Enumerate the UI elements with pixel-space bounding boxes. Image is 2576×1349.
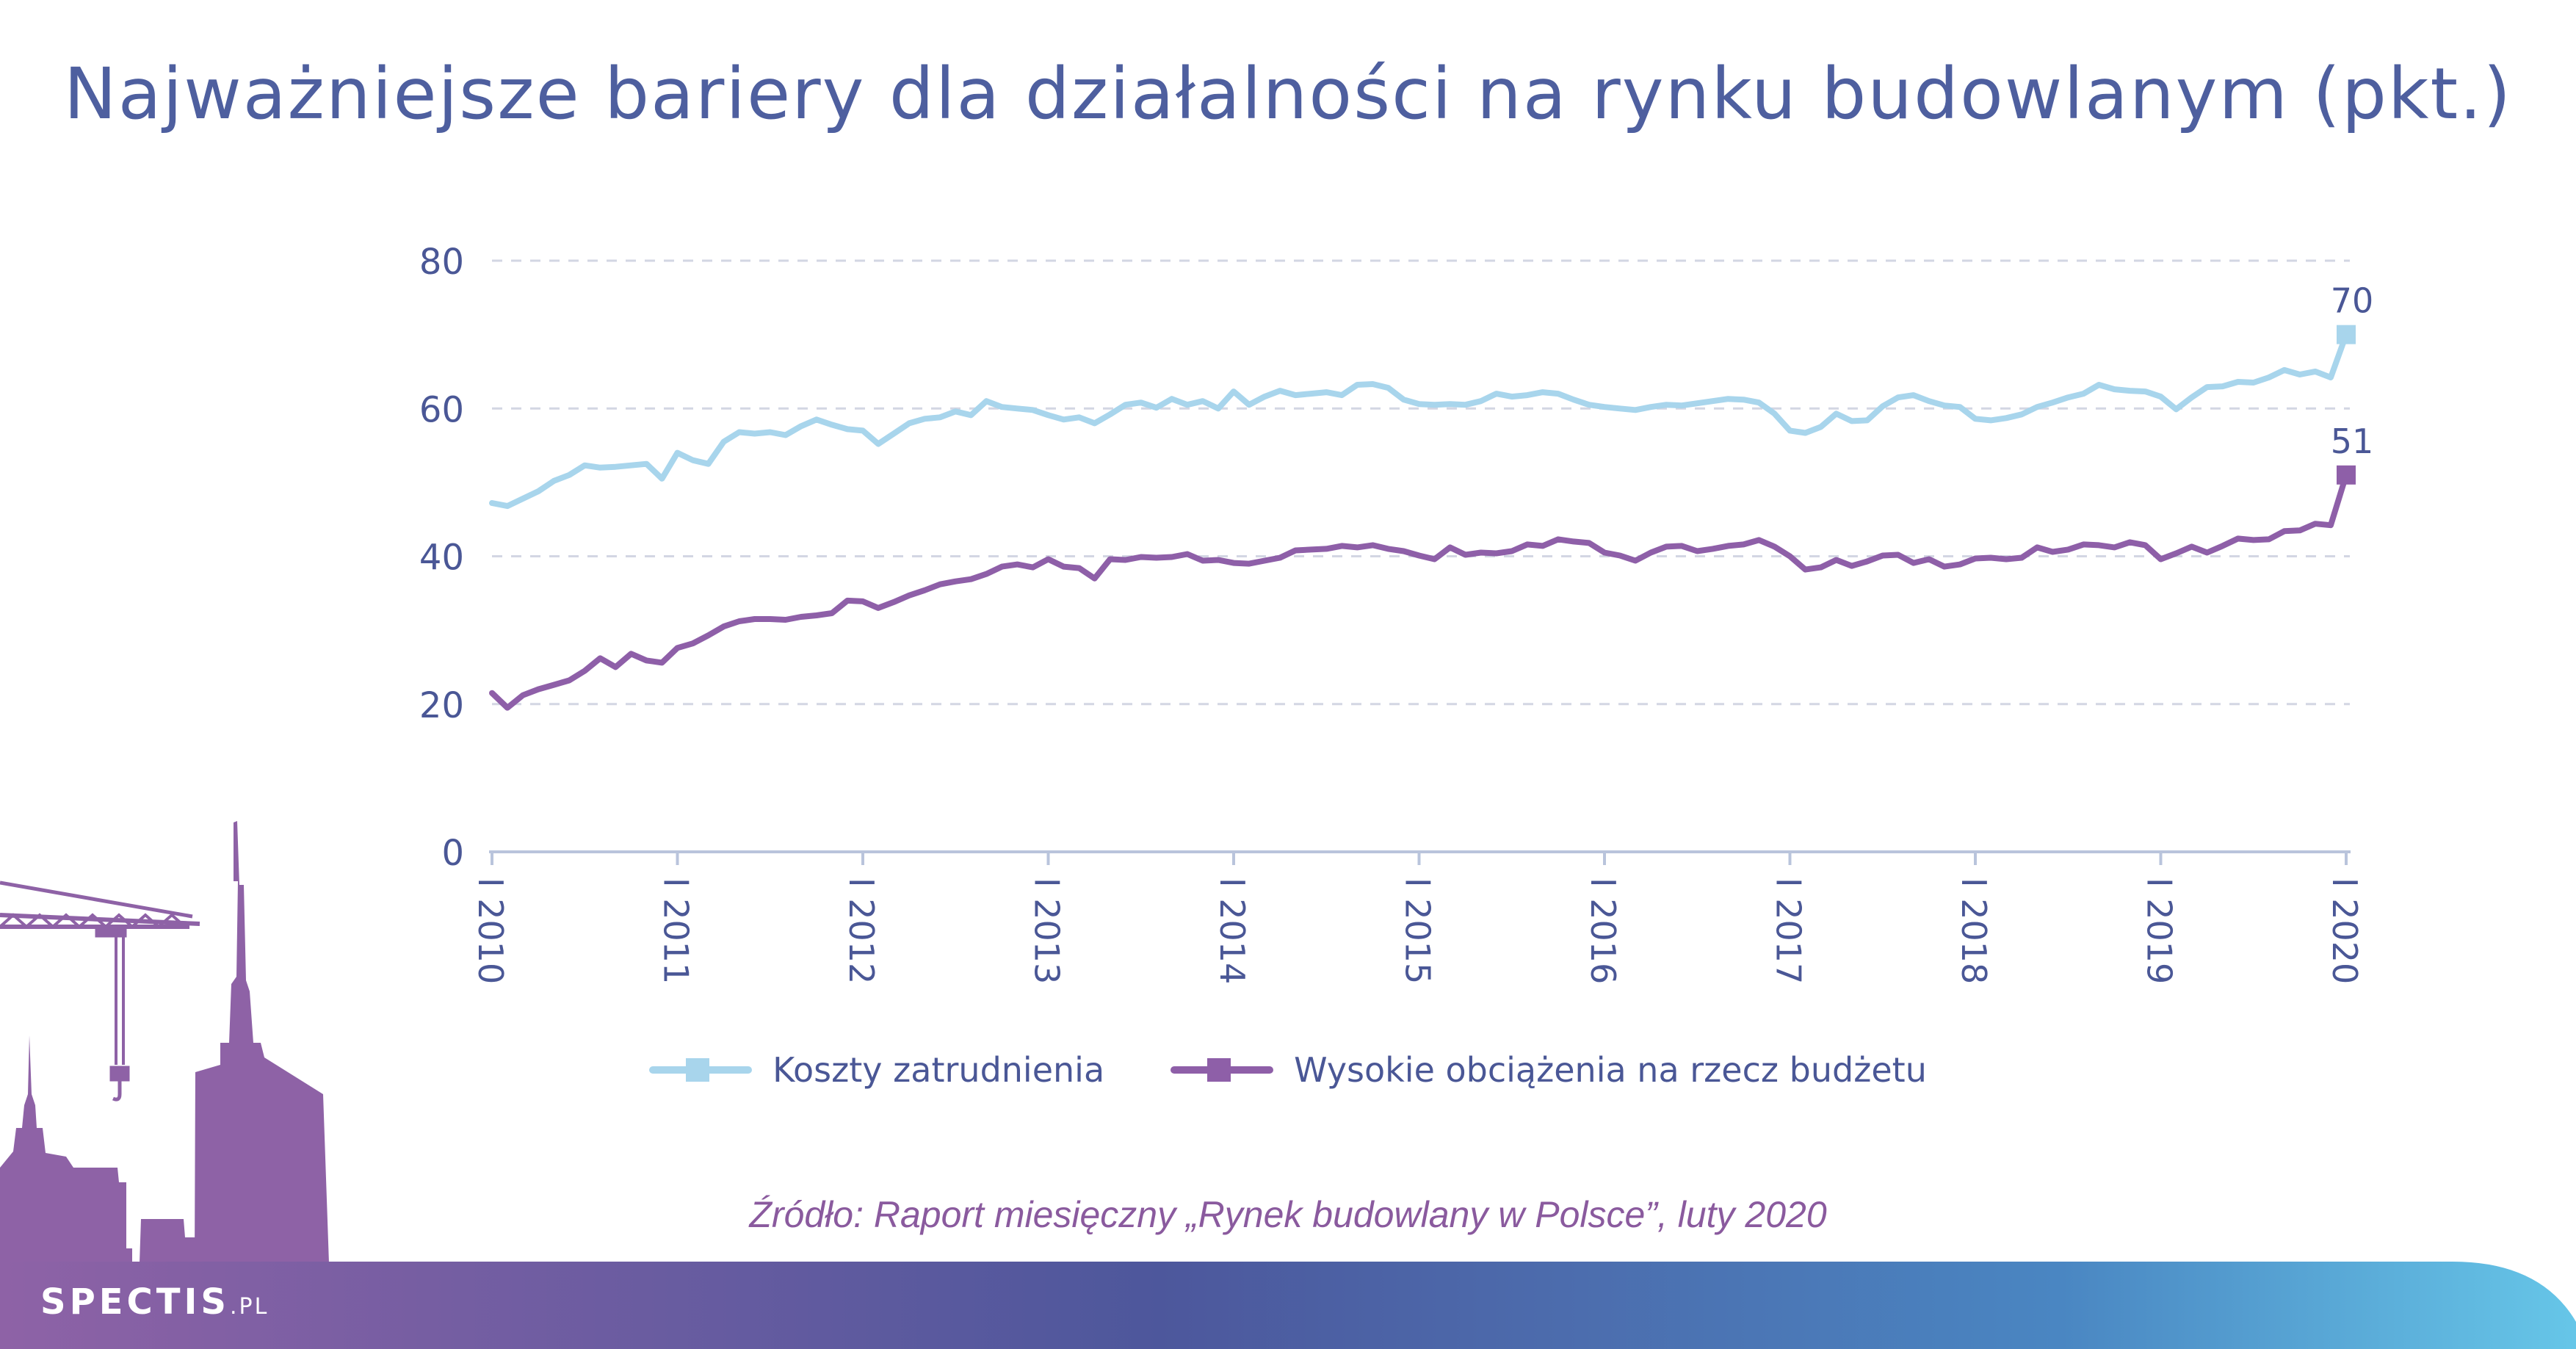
end-labels: 70 51 bbox=[2331, 281, 2374, 485]
crane-icon bbox=[0, 880, 200, 1102]
end-marker bbox=[2337, 465, 2356, 485]
x-tick-label: I 2015 bbox=[1398, 878, 1438, 984]
x-axis: I 2010 I 2011 I 2012 I 2013 I 2014 I 2015 I 20… bbox=[471, 850, 2365, 984]
data-label: 70 bbox=[2331, 281, 2374, 321]
x-tick-label: I 2014 bbox=[1212, 878, 1252, 984]
x-tick-label: I 2017 bbox=[1769, 878, 1809, 984]
brand-name: SPECTIS bbox=[40, 1281, 230, 1323]
y-tick-label: 60 bbox=[419, 389, 464, 430]
series-lines bbox=[489, 331, 2349, 711]
footer-band bbox=[0, 1262, 2576, 1349]
x-tick-label: I 2020 bbox=[2325, 878, 2365, 984]
brand-tld: .PL bbox=[229, 1294, 269, 1320]
end-marker bbox=[2337, 325, 2356, 344]
skyline-buildings bbox=[0, 821, 397, 1278]
y-axis: 0 20 40 60 80 bbox=[419, 242, 464, 874]
legend-line-icon bbox=[1171, 1058, 1274, 1082]
series-line-2[interactable] bbox=[489, 471, 2349, 711]
x-tick-label: I 2013 bbox=[1027, 878, 1067, 984]
legend-label: Koszty zatrudnienia bbox=[773, 1050, 1105, 1090]
legend: Koszty zatrudnienia Wysokie obciążenia n… bbox=[0, 1050, 2576, 1090]
x-tick-label: I 2012 bbox=[842, 878, 881, 984]
legend-line-icon bbox=[649, 1058, 753, 1082]
x-tick-label: I 2018 bbox=[1954, 878, 1994, 984]
x-tick-label: I 2019 bbox=[2140, 878, 2179, 984]
data-label: 51 bbox=[2331, 422, 2374, 461]
x-tick-label: I 2010 bbox=[471, 878, 510, 984]
x-tick-label: I 2016 bbox=[1583, 878, 1623, 984]
legend-label: Wysokie obciążenia na rzecz budżetu bbox=[1294, 1050, 1927, 1090]
x-tick-label: I 2011 bbox=[656, 878, 696, 984]
chart-title: Najważniejsze bariery dla działalności n… bbox=[63, 53, 2513, 135]
y-tick-label: 40 bbox=[419, 538, 464, 579]
y-tick-label: 0 bbox=[441, 833, 464, 874]
y-tick-label: 80 bbox=[419, 242, 464, 283]
brand-logo[interactable]: SPECTIS.PL bbox=[40, 1281, 269, 1323]
legend-item-obciazenia[interactable]: Wysokie obciążenia na rzecz budżetu bbox=[1171, 1050, 1927, 1090]
y-tick-label: 20 bbox=[419, 685, 464, 726]
legend-item-koszty[interactable]: Koszty zatrudnienia bbox=[649, 1050, 1104, 1090]
series-line-1[interactable] bbox=[489, 331, 2349, 510]
source-note: Źródło: Raport miesięczny „Rynek budowla… bbox=[749, 1194, 1827, 1235]
